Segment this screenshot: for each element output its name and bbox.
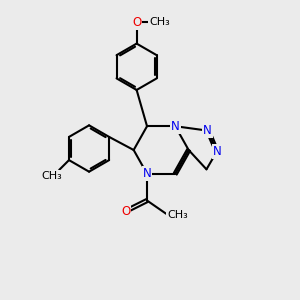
Text: N: N [171, 120, 180, 133]
Text: N: N [143, 167, 152, 180]
Text: N: N [203, 124, 212, 136]
Text: O: O [121, 205, 130, 218]
Text: CH₃: CH₃ [167, 210, 188, 220]
Text: N: N [213, 145, 222, 158]
Text: CH₃: CH₃ [42, 171, 62, 181]
Text: CH₃: CH₃ [149, 17, 170, 27]
Text: O: O [132, 16, 141, 29]
